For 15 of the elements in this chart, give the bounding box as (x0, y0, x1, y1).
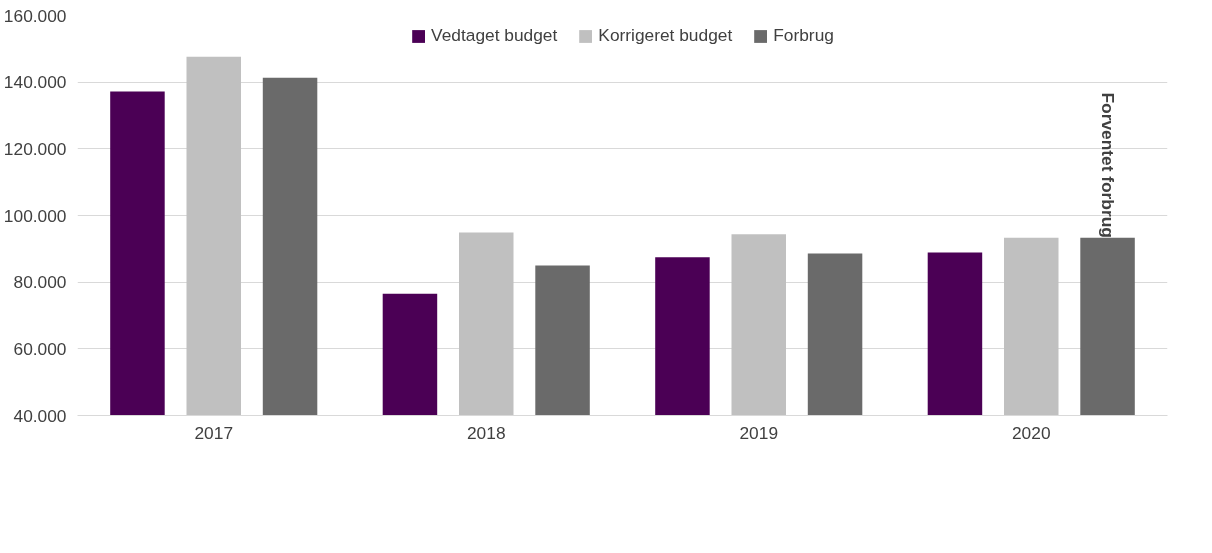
x-tick-label: 2019 (739, 422, 779, 443)
x-tick-label: 2018 (466, 422, 506, 443)
legend-label: Forbrug (773, 25, 834, 46)
y-tick-label: 100.000 (3, 205, 67, 226)
y-tick-label: 160.000 (3, 5, 67, 26)
legend-label: Vedtaget budget (431, 25, 558, 46)
y-tick-label: 140.000 (3, 72, 67, 93)
y-tick-label: 80.000 (13, 272, 67, 293)
y-tick-label: 60.000 (13, 338, 67, 359)
x-tick-label: 2017 (194, 422, 234, 443)
annotation: Forventet forbrug (1097, 92, 1118, 238)
x-tick-label: 2020 (1011, 422, 1051, 443)
legend-label: Korrigeret budget (598, 25, 733, 46)
y-tick-label: 40.000 (13, 405, 67, 426)
y-tick-label: 120.000 (3, 138, 67, 159)
